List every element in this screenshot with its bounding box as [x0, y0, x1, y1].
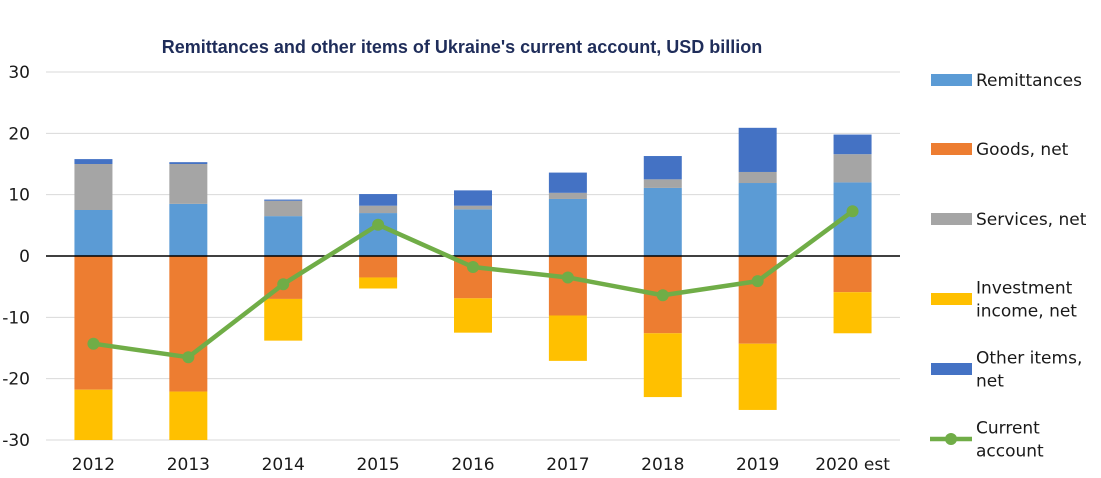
point-current-account-2019 — [751, 275, 764, 288]
bar-goods-net-2017 — [548, 256, 587, 316]
bar-investment-income-net-2019 — [738, 343, 777, 410]
y-axis-ticks: 30 20 10 0 -10 -20 -30 — [2, 63, 30, 451]
legend-label-investment-income-net: income, net — [976, 302, 1077, 322]
bar-services-net-2012 — [74, 164, 113, 210]
point-current-account-2016 — [467, 261, 479, 274]
x-axis-ticks: 2012 2013 2014 2015 2016 2017 2018 2019 2020 est — [72, 455, 890, 475]
bar-remittances-2016 — [454, 209, 492, 256]
bar-services-net-2016 — [454, 205, 492, 210]
bar-other-items-net-2015 — [359, 194, 398, 206]
legend-label-remittances: Remittances — [976, 71, 1082, 91]
x-tick-label: 2019 — [736, 455, 779, 475]
point-current-account-2017 — [561, 271, 574, 284]
x-tick-label: 2014 — [262, 455, 305, 475]
bar-remittances-2019 — [738, 183, 777, 256]
y-tick-label: 10 — [8, 186, 30, 206]
bar-goods-net-2013 — [169, 256, 208, 392]
point-current-account-2012 — [87, 337, 100, 350]
y-tick-label: 30 — [8, 63, 30, 83]
bar-remittances-2013 — [169, 203, 208, 256]
point-current-account-2014 — [277, 278, 290, 291]
x-tick-label: 2015 — [356, 455, 399, 475]
legend-label-investment-income-net: Investment — [976, 279, 1073, 299]
bar-services-net-2015 — [359, 205, 398, 214]
bar-services-net-2020-est — [833, 154, 872, 183]
bar-services-net-2014 — [264, 200, 303, 217]
legend-label-goods-net: Goods, net — [976, 140, 1069, 160]
point-current-account-2020-est — [846, 205, 859, 218]
point-current-account-2018 — [656, 289, 669, 302]
x-tick-label: 2018 — [641, 455, 684, 475]
bar-remittances-2017 — [548, 198, 587, 256]
legend-label-current-account: account — [976, 442, 1044, 462]
bar-other-items-net-2017 — [548, 172, 587, 193]
bar-services-net-2019 — [738, 171, 777, 184]
legend-label-services-net: Services, net — [976, 210, 1087, 230]
point-current-account-2015 — [372, 218, 385, 231]
bar-remittances-2012 — [74, 210, 113, 256]
bar-other-items-net-2012 — [74, 159, 113, 164]
bar-investment-income-net-2012 — [74, 389, 113, 440]
bar-remittances-2018 — [643, 187, 682, 256]
bar-other-items-net-2018 — [643, 156, 682, 180]
point-current-account-2013 — [182, 351, 195, 364]
bar-other-items-net-2020-est — [833, 134, 872, 155]
bar-investment-income-net-2016 — [454, 298, 492, 333]
bar-investment-income-net-2020-est — [833, 292, 872, 334]
bar-investment-income-net-2013 — [169, 391, 208, 440]
bar-other-items-net-2013 — [169, 162, 208, 164]
legend-swatch-services-net — [931, 213, 972, 225]
y-tick-label: -20 — [2, 370, 30, 390]
legend: Remittances Goods, net Services, net Invest… — [930, 71, 1087, 462]
bar-remittances-2014 — [264, 216, 303, 256]
bars — [74, 127, 872, 440]
x-tick-label: 2012 — [72, 455, 115, 475]
legend-label-other-items-net: Other items, — [976, 349, 1082, 369]
bar-investment-income-net-2018 — [643, 333, 682, 398]
x-tick-label: 2020 est — [815, 455, 890, 475]
current-account-line — [87, 205, 859, 364]
y-tick-label: -10 — [2, 308, 30, 328]
y-tick-label: -30 — [2, 431, 30, 451]
bar-goods-net-2015 — [359, 256, 398, 278]
legend-swatch-goods-net — [931, 143, 972, 155]
legend-swatch-other-items-net — [931, 363, 972, 375]
bar-other-items-net-2019 — [738, 127, 777, 172]
y-tick-label: 20 — [8, 124, 30, 144]
legend-label-current-account: Current — [976, 419, 1040, 439]
legend-marker-current-account — [945, 433, 957, 445]
bar-investment-income-net-2015 — [359, 277, 398, 289]
bar-other-items-net-2014 — [264, 199, 303, 201]
bar-other-items-net-2016 — [454, 190, 492, 206]
y-tick-label: 0 — [19, 247, 30, 267]
bar-investment-income-net-2017 — [548, 315, 587, 361]
legend-swatch-remittances — [931, 74, 972, 86]
x-tick-label: 2016 — [451, 455, 494, 475]
legend-swatch-investment-income-net — [931, 293, 972, 305]
bar-goods-net-2012 — [74, 256, 113, 390]
bar-goods-net-2020-est — [833, 256, 872, 293]
bar-services-net-2017 — [548, 192, 587, 199]
x-tick-label: 2017 — [546, 455, 589, 475]
chart-title: Remittances and other items of Ukraine's… — [162, 37, 762, 57]
bar-services-net-2018 — [643, 179, 682, 188]
bar-services-net-2013 — [169, 164, 208, 204]
bar-investment-income-net-2014 — [264, 298, 303, 341]
x-tick-label: 2013 — [167, 455, 210, 475]
legend-label-other-items-net: net — [976, 372, 1004, 392]
